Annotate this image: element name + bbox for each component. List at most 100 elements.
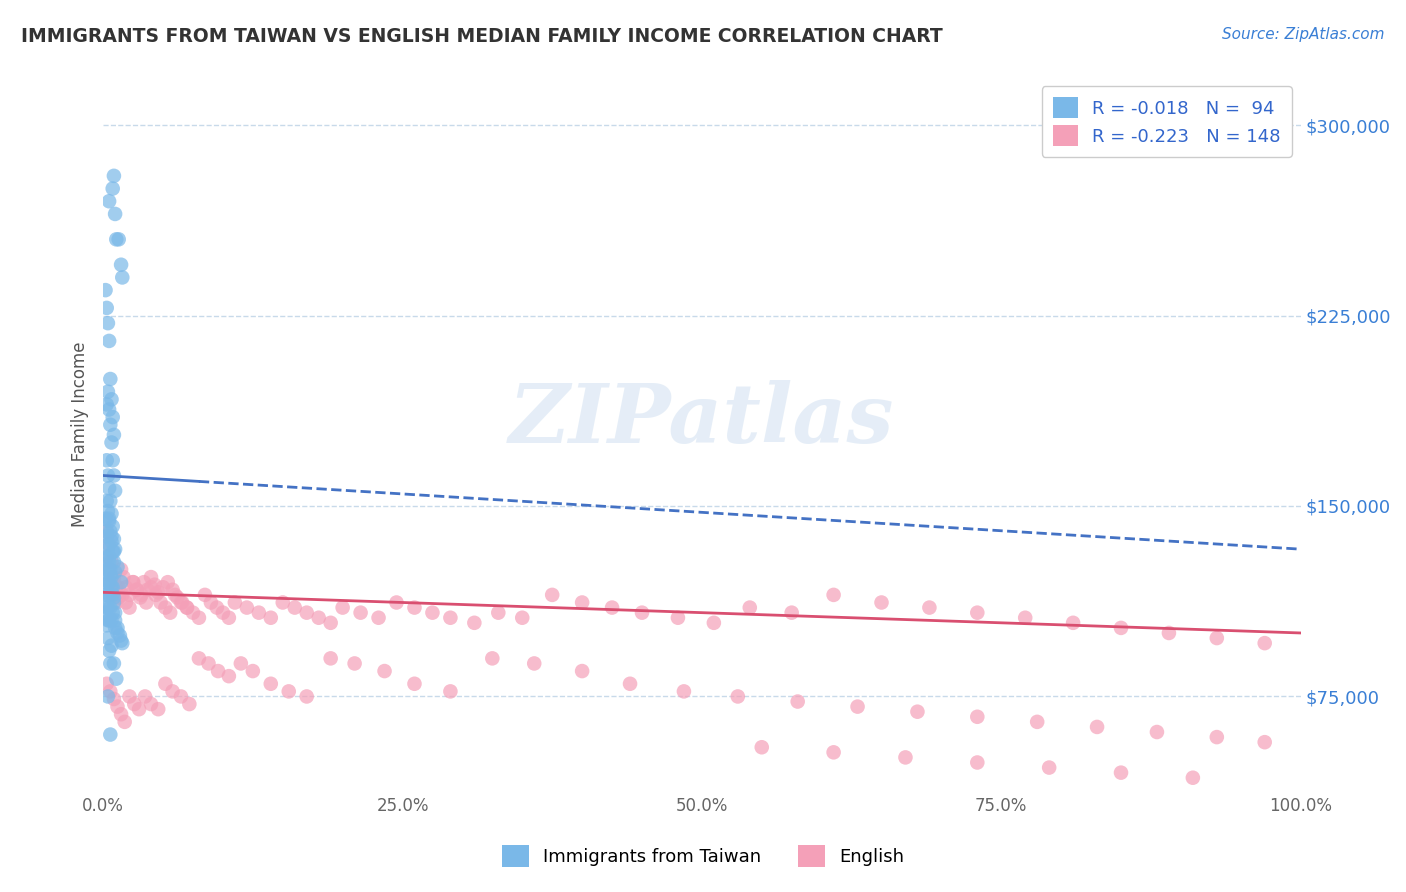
- Point: [131, 588, 153, 602]
- Point: [97, 575, 120, 590]
- Point: [97, 631, 120, 645]
- Point: [98, 727, 121, 741]
- Point: [100, 570, 122, 584]
- Point: [97, 600, 120, 615]
- Point: [1205, 631, 1227, 645]
- Point: [823, 588, 845, 602]
- Point: [135, 595, 157, 609]
- Point: [224, 595, 246, 609]
- Point: [422, 606, 444, 620]
- Point: [103, 555, 125, 569]
- Point: [218, 669, 240, 683]
- Point: [98, 684, 121, 698]
- Point: [96, 588, 118, 602]
- Point: [149, 595, 172, 609]
- Point: [103, 169, 125, 183]
- Point: [98, 481, 121, 495]
- Point: [100, 392, 122, 407]
- Point: [108, 628, 131, 642]
- Point: [187, 611, 209, 625]
- Point: [98, 555, 121, 569]
- Point: [194, 588, 217, 602]
- Point: [96, 562, 118, 576]
- Point: [101, 453, 124, 467]
- Legend: R = -0.018   N =  94, R = -0.223   N = 148: R = -0.018 N = 94, R = -0.223 N = 148: [1042, 87, 1292, 157]
- Point: [105, 232, 128, 246]
- Point: [846, 699, 869, 714]
- Point: [96, 301, 118, 315]
- Point: [129, 591, 152, 605]
- Point: [98, 549, 121, 564]
- Point: [110, 707, 132, 722]
- Point: [98, 657, 121, 671]
- Point: [112, 570, 135, 584]
- Point: [103, 591, 125, 605]
- Point: [96, 618, 118, 632]
- Text: Source: ZipAtlas.com: Source: ZipAtlas.com: [1222, 27, 1385, 42]
- Point: [404, 600, 426, 615]
- Point: [1085, 720, 1108, 734]
- Point: [115, 580, 138, 594]
- Point: [672, 684, 695, 698]
- Point: [105, 672, 128, 686]
- Point: [212, 606, 235, 620]
- Point: [125, 582, 148, 597]
- Point: [277, 684, 299, 698]
- Point: [727, 690, 749, 704]
- Point: [105, 580, 128, 594]
- Point: [966, 710, 988, 724]
- Point: [100, 529, 122, 543]
- Point: [107, 621, 129, 635]
- Legend: Immigrants from Taiwan, English: Immigrants from Taiwan, English: [495, 838, 911, 874]
- Point: [101, 519, 124, 533]
- Point: [139, 570, 162, 584]
- Point: [103, 692, 125, 706]
- Point: [295, 606, 318, 620]
- Point: [439, 611, 461, 625]
- Point: [260, 611, 283, 625]
- Point: [111, 588, 134, 602]
- Point: [200, 595, 222, 609]
- Point: [966, 756, 988, 770]
- Point: [870, 595, 893, 609]
- Point: [163, 588, 186, 602]
- Point: [98, 644, 121, 658]
- Point: [319, 615, 342, 630]
- Point: [98, 537, 121, 551]
- Point: [1254, 636, 1277, 650]
- Point: [666, 611, 689, 625]
- Point: [134, 690, 156, 704]
- Point: [98, 588, 121, 602]
- Point: [481, 651, 503, 665]
- Point: [101, 580, 124, 594]
- Point: [96, 529, 118, 543]
- Point: [236, 600, 259, 615]
- Point: [385, 595, 408, 609]
- Point: [111, 636, 134, 650]
- Point: [1026, 714, 1049, 729]
- Point: [103, 428, 125, 442]
- Point: [96, 453, 118, 467]
- Point: [125, 582, 148, 597]
- Point: [100, 580, 122, 594]
- Point: [229, 657, 252, 671]
- Point: [118, 600, 141, 615]
- Point: [98, 600, 121, 615]
- Point: [155, 600, 177, 615]
- Point: [156, 575, 179, 590]
- Point: [1109, 765, 1132, 780]
- Point: [96, 494, 118, 508]
- Point: [786, 694, 808, 708]
- Point: [97, 504, 120, 518]
- Point: [118, 588, 141, 602]
- Point: [103, 468, 125, 483]
- Point: [166, 591, 188, 605]
- Point: [571, 595, 593, 609]
- Point: [463, 615, 485, 630]
- Point: [97, 542, 120, 557]
- Point: [966, 606, 988, 620]
- Point: [96, 677, 118, 691]
- Point: [1205, 730, 1227, 744]
- Point: [172, 595, 194, 609]
- Point: [541, 588, 564, 602]
